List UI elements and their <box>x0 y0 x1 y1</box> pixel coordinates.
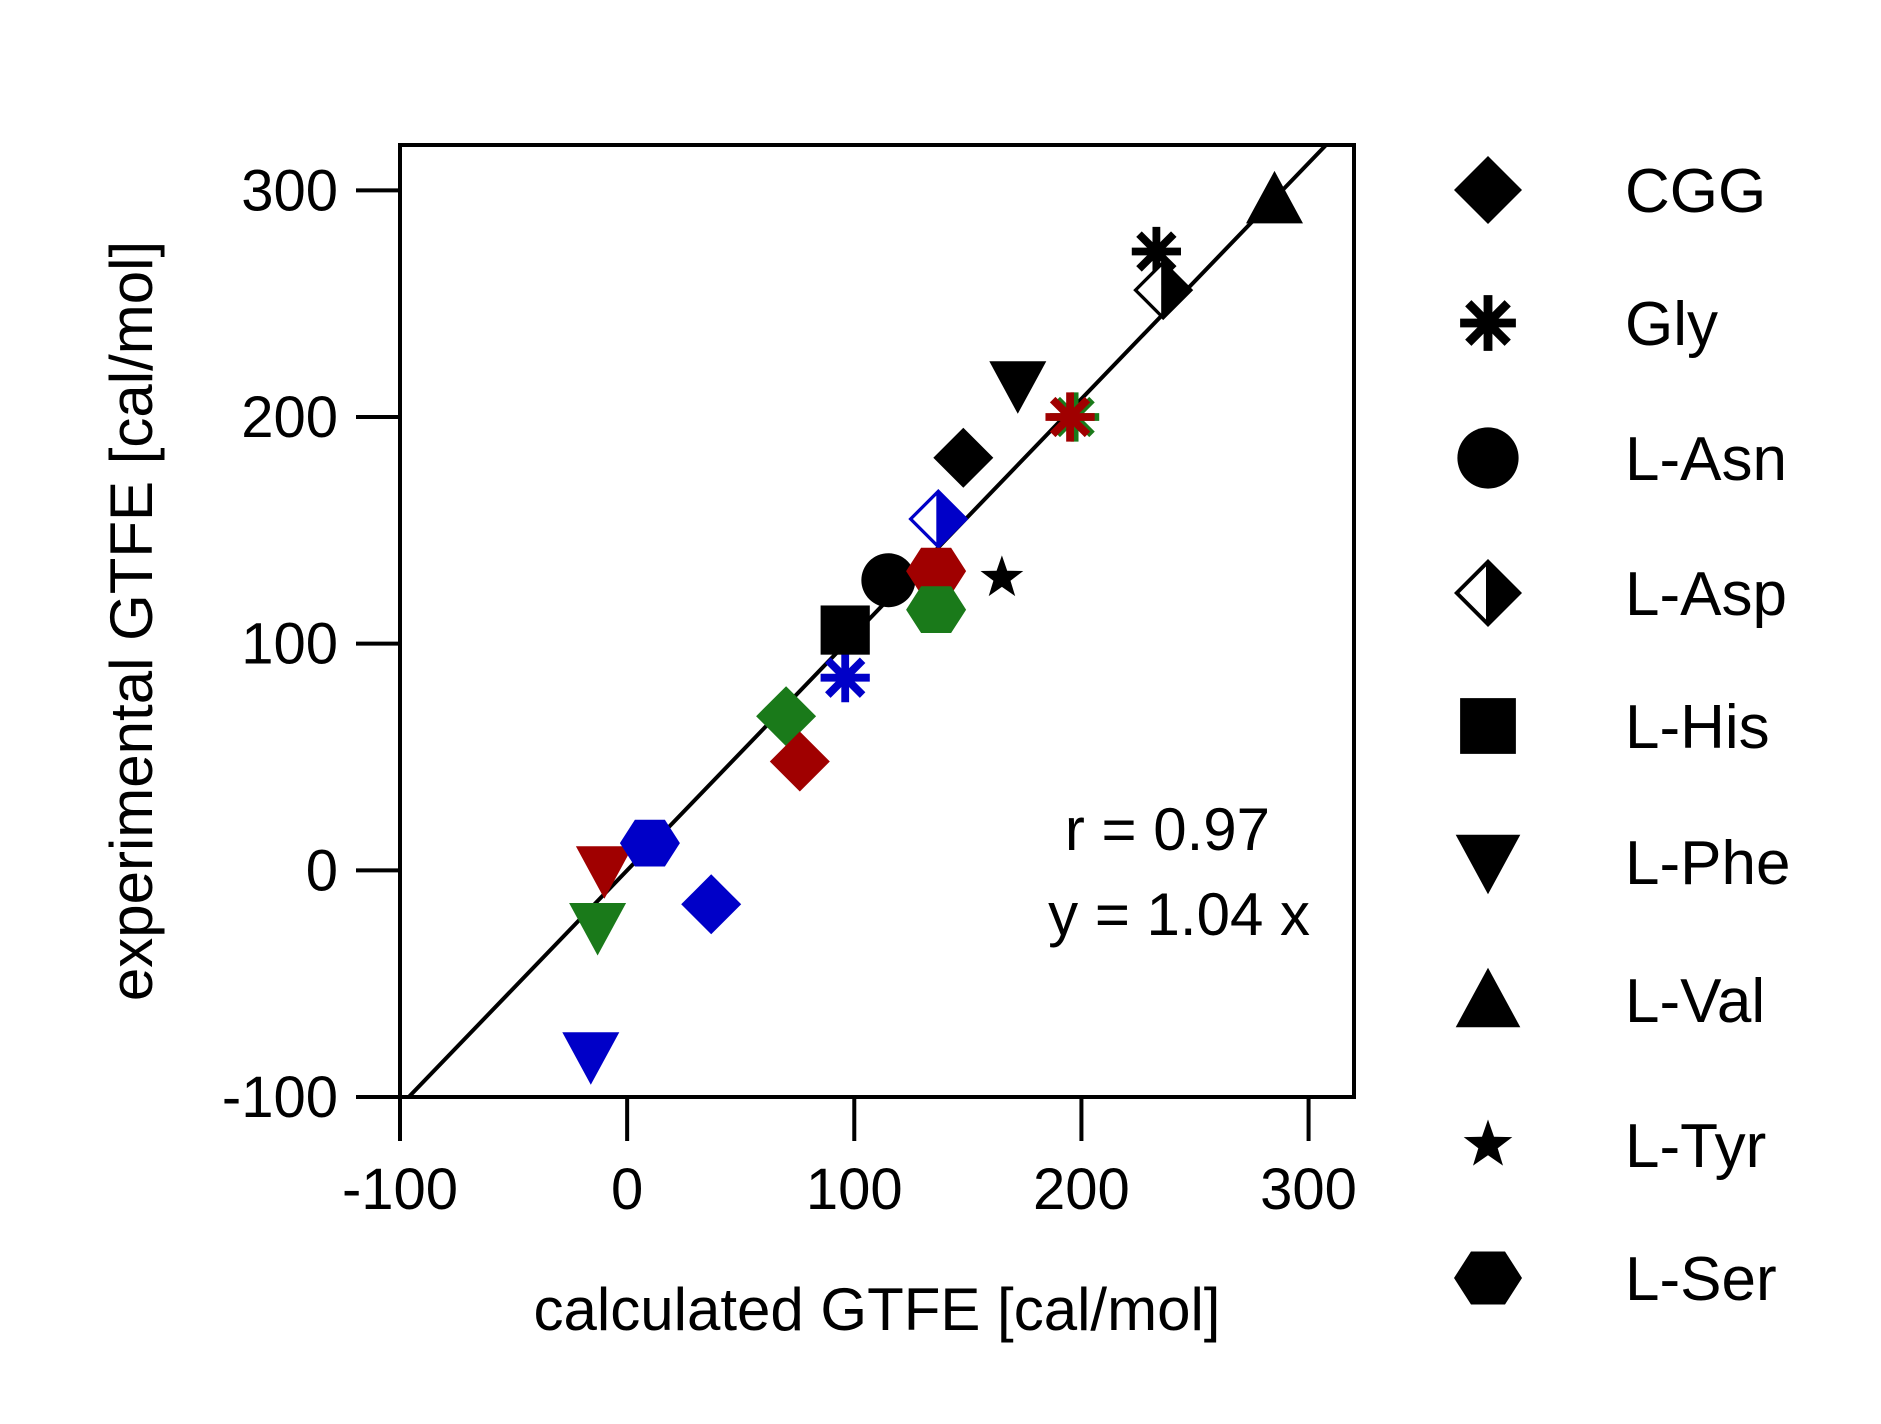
point-gly-black <box>1131 226 1181 277</box>
point-cgg-green <box>756 686 817 747</box>
point-l-val-black <box>1246 170 1303 224</box>
point-cgg-red <box>769 731 830 792</box>
legend-label-l-his: L-His <box>1625 693 1770 762</box>
x-tick-label: 0 <box>611 1157 643 1222</box>
legend-marker-l-val <box>1455 967 1521 1028</box>
x-tick-label: 100 <box>806 1157 903 1222</box>
legend-label-l-tyr: L-Tyr <box>1625 1112 1766 1181</box>
legend-label-l-phe: L-Phe <box>1625 829 1790 898</box>
legend-label-l-asn: L-Asn <box>1625 425 1787 494</box>
y-tick-label: 200 <box>241 385 338 450</box>
legend-marker-l-his <box>1460 698 1516 754</box>
legend: CGG Gly L-Asn L-Asp L-His L-Phe L-Val L-Tyr L-Se… <box>1454 156 1790 1314</box>
point-l-ser-red <box>906 547 967 595</box>
point-l-tyr-black <box>980 555 1024 597</box>
point-l-asp-black <box>1133 260 1194 321</box>
point-l-phe-red <box>575 846 633 899</box>
x-axis-label: calculated GTFE [cal/mol] <box>534 1276 1221 1343</box>
legend-marker-l-asp <box>1454 559 1522 627</box>
x-axis: -100 0 100 200 300 <box>342 1097 1357 1222</box>
y-tick-label: 300 <box>241 158 338 223</box>
legend-label-l-asp: L-Asp <box>1625 560 1787 629</box>
x-tick-label: 300 <box>1260 1157 1357 1222</box>
point-cgg-black <box>933 427 994 488</box>
annotation-r: r = 0.97 <box>1065 796 1270 863</box>
y-axis-label: experimental GTFE [cal/mol] <box>98 241 165 1001</box>
y-tick-label: 0 <box>306 838 338 903</box>
point-l-his-black <box>820 605 870 655</box>
legend-marker-l-phe <box>1455 834 1521 895</box>
point-l-phe-green <box>569 903 627 956</box>
point-l-ser-blue <box>619 819 680 867</box>
plot-frame <box>398 143 1356 1099</box>
legend-label-cgg: CGG <box>1625 157 1766 226</box>
x-tick-label: -100 <box>342 1157 458 1222</box>
legend-marker-l-ser <box>1454 1251 1522 1305</box>
point-l-asp-blue <box>908 489 969 549</box>
point-l-asn-black <box>861 553 916 608</box>
legend-label-l-ser: L-Ser <box>1625 1245 1777 1314</box>
annotation-fit: y = 1.04 x <box>1048 881 1310 948</box>
point-gly-blue <box>820 653 870 703</box>
legend-label-gly: Gly <box>1625 290 1718 359</box>
point-l-phe-black <box>989 361 1047 414</box>
x-tick-label: 200 <box>1033 1157 1130 1222</box>
point-cgg-blue <box>681 874 742 935</box>
y-tick-label: 100 <box>241 612 338 677</box>
legend-marker-cgg <box>1454 156 1522 224</box>
y-tick-label: -100 <box>222 1065 338 1130</box>
legend-marker-l-asn <box>1457 427 1519 489</box>
point-l-ser-green <box>906 586 967 633</box>
fit-line <box>405 145 1329 1097</box>
legend-label-l-val: L-Val <box>1625 967 1765 1036</box>
legend-marker-l-tyr <box>1463 1119 1513 1166</box>
legend-marker-gly <box>1460 295 1516 351</box>
point-gly-red <box>1045 392 1095 442</box>
y-axis: -100 0 100 200 300 <box>222 158 400 1130</box>
point-l-phe-blue <box>562 1032 620 1085</box>
